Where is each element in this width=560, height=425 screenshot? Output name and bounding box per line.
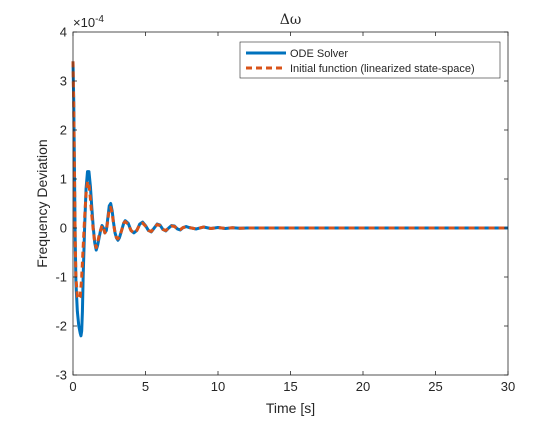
axis-ticks: 0 5 10 15 20 25 30 -3 -2 -1 0 1 2 3 4: [55, 25, 515, 395]
y-tick-label: -1: [55, 270, 67, 285]
exponent-label: ×10-4: [73, 14, 104, 30]
plot-area: [73, 32, 508, 375]
x-tick-label: 0: [69, 379, 76, 394]
legend-label-initial: Initial function (linearized state-space…: [290, 63, 475, 75]
y-tick-label: 2: [60, 123, 67, 138]
y-tick-label: 3: [60, 74, 67, 89]
x-tick-label: 20: [356, 379, 370, 394]
exponent-base: ×10: [73, 15, 95, 30]
x-tick-label: 30: [501, 379, 515, 394]
chart-title: Δω: [280, 12, 302, 28]
y-tick-label: 0: [60, 221, 67, 236]
series-line-initial-function: [71, 61, 508, 301]
y-tick-label: 4: [60, 25, 67, 40]
series-lines: [71, 61, 508, 338]
y-tick-label: -2: [55, 319, 67, 334]
y-axis-label: Frequency Deviation: [34, 139, 50, 267]
y-tick-label: 1: [60, 172, 67, 187]
y-tick-label: -3: [55, 368, 67, 383]
exponent-power: -4: [95, 14, 104, 25]
x-tick-label: 10: [211, 379, 225, 394]
legend-box: [239, 41, 501, 79]
x-tick-label: 25: [428, 379, 442, 394]
legend-label-ode: ODE Solver: [290, 48, 348, 60]
x-tick-label: 5: [142, 379, 149, 394]
x-tick-label: 15: [283, 379, 297, 394]
legend: ODE Solver Initial function (linearized …: [239, 41, 501, 79]
x-axis-label: Time [s]: [266, 400, 315, 416]
